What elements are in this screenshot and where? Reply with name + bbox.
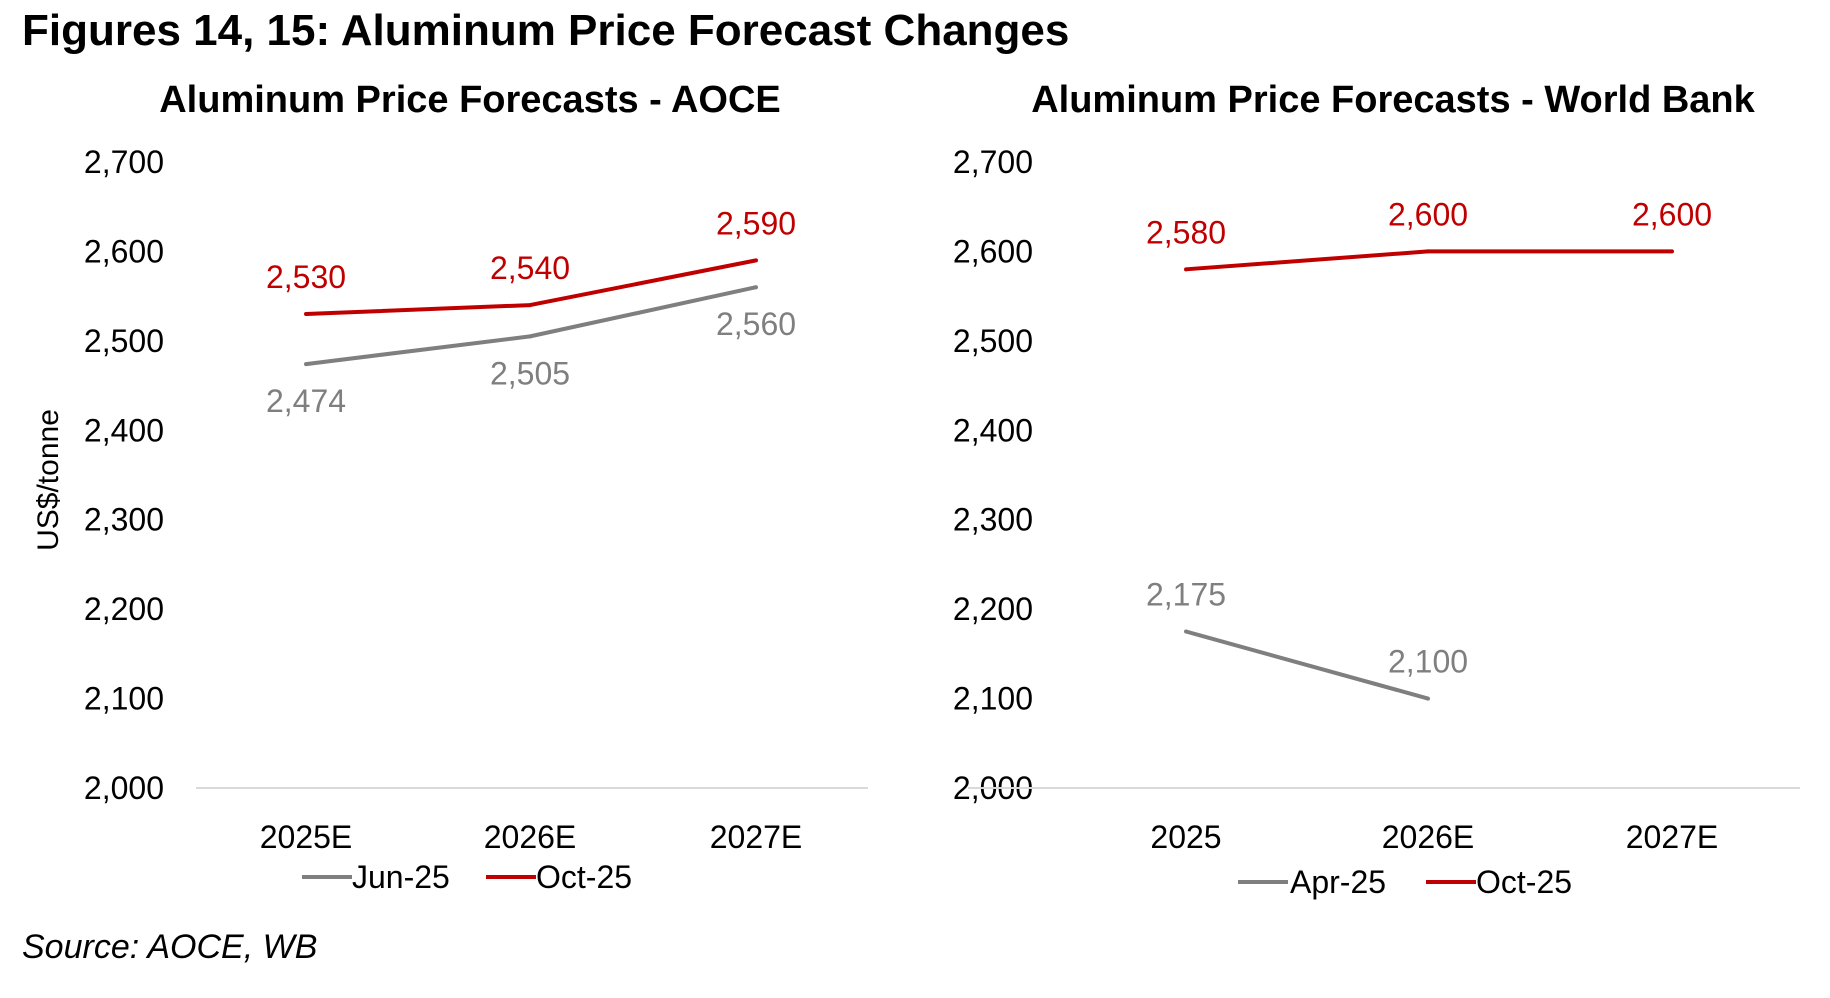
data-point [754,258,758,263]
data-point [1426,696,1430,701]
y-tick-label: 2,500 [953,323,1033,359]
data-point [1184,629,1188,634]
data-label: 2,505 [490,355,570,391]
y-tick-label: 2,000 [84,770,164,806]
data-label: 2,540 [490,250,570,286]
data-label: 2,600 [1388,196,1468,232]
data-label: 2,474 [266,383,346,419]
data-label: 2,100 [1388,644,1468,680]
x-tick-label: 2026E [1382,819,1475,855]
x-tick-label: 2025 [1150,819,1221,855]
series-line-apr-25 [1185,629,1429,701]
y-tick-label: 2,700 [953,144,1033,180]
y-tick-label: 2,200 [84,591,164,627]
x-tick-label: 2027E [710,819,803,855]
data-point [528,303,532,308]
data-point [1184,267,1188,272]
legend-label: Oct-25 [536,859,632,895]
data-label: 2,560 [716,306,796,342]
chart-title: Aluminum Price Forecasts - World Bank [1031,79,1755,121]
data-label: 2,580 [1146,214,1226,250]
x-tick-label: 2026E [484,819,577,855]
y-tick-label: 2,600 [84,233,164,269]
data-point [1426,249,1430,254]
y-tick-label: 2,200 [953,591,1033,627]
data-point [1670,249,1674,254]
data-label: 2,600 [1632,196,1712,232]
y-axis-label: US$/tonne [32,409,65,551]
data-point [528,334,532,339]
aoce-chart: Aluminum Price Forecasts - AOCE 2,000 2,10… [32,79,868,895]
data-label: 2,590 [716,205,796,241]
y-tick-label: 2,100 [84,681,164,717]
x-tick-label: 2025E [260,819,353,855]
series-line-oct-25 [1185,249,1672,272]
x-tick-label: 2027E [1626,819,1719,855]
data-label: 2,175 [1146,577,1226,613]
y-tick-label: 2,600 [953,233,1033,269]
y-tick-label: 2,400 [84,412,164,448]
legend-label: Oct-25 [1476,864,1572,900]
y-tick-label: 2,300 [953,502,1033,538]
world-bank-chart: Aluminum Price Forecasts - World Bank2,0… [953,79,1800,900]
data-point [304,362,308,367]
chart-title: Aluminum Price Forecasts - AOCE [159,79,781,121]
data-point [754,285,758,290]
legend-label: Apr-25 [1290,864,1386,900]
data-point [304,312,308,317]
y-tick-label: 2,300 [84,502,164,538]
legend-label: Jun-25 [352,859,450,895]
y-tick-label: 2,100 [953,681,1033,717]
y-tick-label: 2,500 [84,323,164,359]
y-tick-label: 2,700 [84,144,164,180]
source-note: Source: AOCE, WB [22,928,318,966]
figure-title: Figures 14, 15: Aluminum Price Forecast … [22,6,1070,55]
data-label: 2,530 [266,259,346,295]
y-tick-label: 2,400 [953,412,1033,448]
